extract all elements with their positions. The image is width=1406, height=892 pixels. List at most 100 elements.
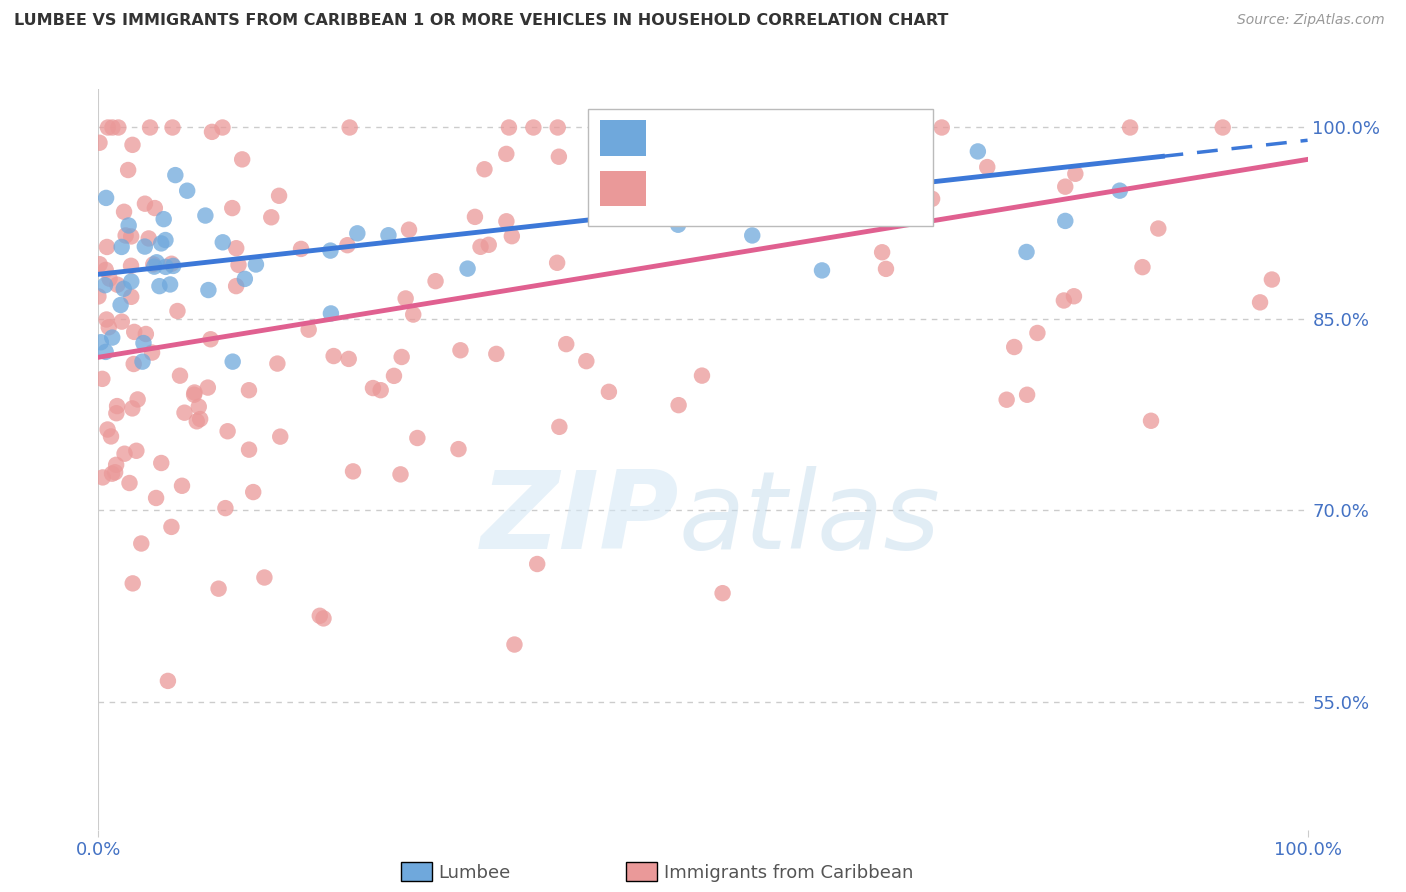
Point xyxy=(1132,260,1154,274)
Point xyxy=(546,256,568,270)
Point xyxy=(105,406,128,420)
FancyBboxPatch shape xyxy=(600,120,647,156)
Point xyxy=(111,315,134,329)
Point xyxy=(853,163,876,178)
Point xyxy=(211,120,233,135)
Point xyxy=(711,586,734,600)
Point xyxy=(498,120,520,135)
Point xyxy=(1119,120,1142,135)
Point xyxy=(555,337,578,351)
Point xyxy=(148,279,170,293)
Point xyxy=(143,260,166,274)
Point xyxy=(131,354,153,368)
Point xyxy=(1054,214,1077,228)
Point xyxy=(1212,120,1234,135)
Point xyxy=(217,424,239,438)
Point xyxy=(595,169,617,184)
Point xyxy=(143,201,166,215)
FancyBboxPatch shape xyxy=(588,109,932,227)
Point xyxy=(122,357,145,371)
Text: LUMBEE VS IMMIGRANTS FROM CARIBBEAN 1 OR MORE VEHICLES IN HOUSEHOLD CORRELATION : LUMBEE VS IMMIGRANTS FROM CARIBBEAN 1 OR… xyxy=(14,13,949,29)
Point xyxy=(207,582,229,596)
Point xyxy=(495,147,517,161)
Point xyxy=(114,228,136,243)
Point xyxy=(98,271,121,285)
Point xyxy=(120,275,142,289)
Point xyxy=(127,392,149,407)
Point xyxy=(187,400,209,414)
Point xyxy=(474,162,496,177)
Point xyxy=(132,336,155,351)
Point xyxy=(346,227,368,241)
Point xyxy=(197,381,219,395)
Point xyxy=(406,431,429,445)
Point xyxy=(134,239,156,253)
Point xyxy=(89,136,111,150)
Point xyxy=(382,368,405,383)
Point xyxy=(339,120,361,135)
Point xyxy=(260,211,283,225)
Point xyxy=(105,458,128,472)
Point xyxy=(526,557,548,571)
Point xyxy=(395,292,418,306)
Point xyxy=(96,423,118,437)
Point xyxy=(457,261,479,276)
FancyBboxPatch shape xyxy=(600,170,647,206)
Point xyxy=(402,308,425,322)
Point xyxy=(118,475,141,490)
Point xyxy=(485,347,508,361)
Point xyxy=(253,570,276,584)
Point xyxy=(96,240,118,254)
Point xyxy=(91,372,114,386)
Point xyxy=(120,259,142,273)
Point xyxy=(599,197,621,211)
Point xyxy=(166,304,188,318)
Point xyxy=(668,398,690,412)
Point xyxy=(105,399,128,413)
Point xyxy=(811,263,834,277)
Point xyxy=(1108,184,1130,198)
Text: R = 0.326   N =  47: R = 0.326 N = 47 xyxy=(664,128,884,148)
Point xyxy=(121,137,143,152)
Point xyxy=(391,350,413,364)
Point xyxy=(875,261,897,276)
Point xyxy=(1140,414,1163,428)
Point xyxy=(377,228,399,243)
Point xyxy=(162,259,184,273)
Point xyxy=(97,120,120,135)
Point xyxy=(228,258,250,272)
Point xyxy=(806,150,828,164)
Point xyxy=(183,387,205,401)
Point xyxy=(1053,293,1076,308)
Point xyxy=(319,244,342,258)
Point xyxy=(238,442,260,457)
Point xyxy=(225,241,247,255)
Point xyxy=(447,442,470,456)
Point xyxy=(214,501,236,516)
Point xyxy=(101,120,124,135)
Point xyxy=(342,464,364,478)
Point xyxy=(266,357,288,371)
Point xyxy=(548,420,571,434)
Point xyxy=(522,120,544,135)
Point xyxy=(425,274,447,288)
Point xyxy=(495,214,517,228)
Point xyxy=(155,233,177,247)
Point xyxy=(129,536,152,550)
Point xyxy=(104,465,127,479)
Point xyxy=(690,368,713,383)
Point xyxy=(107,120,129,135)
Point xyxy=(176,184,198,198)
Point xyxy=(94,263,117,277)
Point xyxy=(211,235,233,250)
Point xyxy=(337,351,360,366)
Point xyxy=(298,323,321,337)
Point xyxy=(141,345,163,359)
Point xyxy=(741,228,763,243)
Point xyxy=(169,368,191,383)
Point xyxy=(1002,340,1025,354)
Text: ZIP: ZIP xyxy=(481,466,679,572)
Point xyxy=(183,385,205,400)
Point xyxy=(575,354,598,368)
Point xyxy=(150,236,173,251)
